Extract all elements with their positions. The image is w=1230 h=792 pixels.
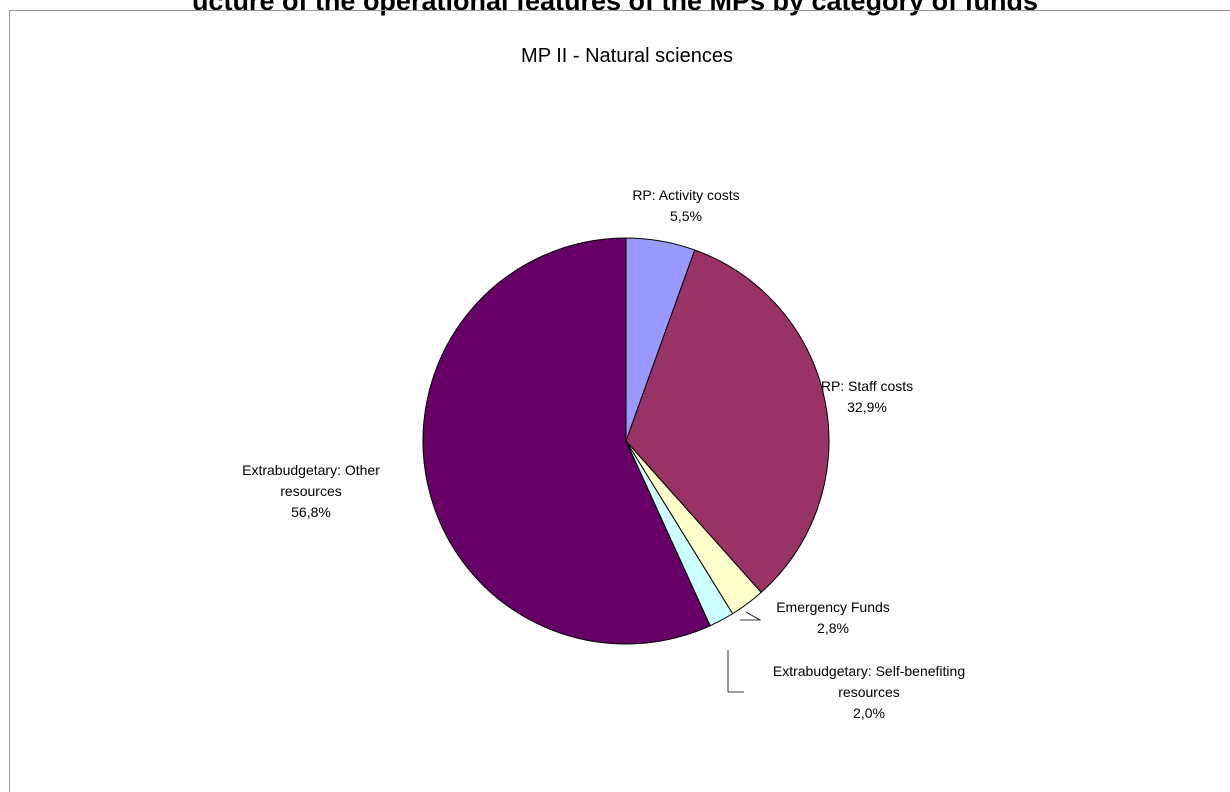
data-label-name: Extrabudgetary: Self-benefiting [773, 663, 965, 679]
data-label-name: RP: Staff costs [821, 378, 913, 394]
pie-slices [422, 237, 830, 645]
chart-area [9, 10, 1230, 792]
data-label-name: resources [280, 483, 341, 499]
data-label-rp-staff-costs: RP: Staff costs 32,9% [821, 378, 913, 415]
data-label-value: 32,9% [847, 399, 887, 415]
leader-line-extrabudgetary-self-benefiting-resources [727, 650, 744, 693]
pie-slice-extrabudgetary-other-resources [422, 237, 711, 645]
page-heading: ucture of the operational features of th… [191, 0, 1039, 16]
data-label-value: 56,8% [291, 504, 331, 520]
data-label-value: 5,5% [670, 208, 702, 224]
data-label-name: Emergency Funds [776, 599, 890, 615]
leader-line-emergency-funds [740, 611, 762, 621]
data-label-value: 2,0% [853, 705, 885, 721]
data-labels: RP: Activity costs 5,5% RP: Staff costs 32,… [242, 187, 965, 721]
data-label-name: resources [838, 684, 899, 700]
data-label-emergency-funds: Emergency Funds 2,8% [776, 599, 890, 636]
data-label-rp-activity-costs: RP: Activity costs 5,5% [632, 187, 739, 224]
data-label-value: 2,8% [817, 620, 849, 636]
data-label-name: Extrabudgetary: Other [242, 462, 380, 478]
data-label-extrabudgetary-other-resources: Extrabudgetary: Other resources 56,8% [242, 462, 380, 520]
pie-slice-rp-staff-costs [625, 249, 830, 594]
data-label-extrabudgetary-self-benefiting-resources: Extrabudgetary: Self-benefiting resources… [773, 663, 965, 721]
data-label-name: RP: Activity costs [632, 187, 739, 203]
chart-title: MP II - Natural sciences [521, 45, 733, 67]
leader-lines [727, 611, 762, 693]
